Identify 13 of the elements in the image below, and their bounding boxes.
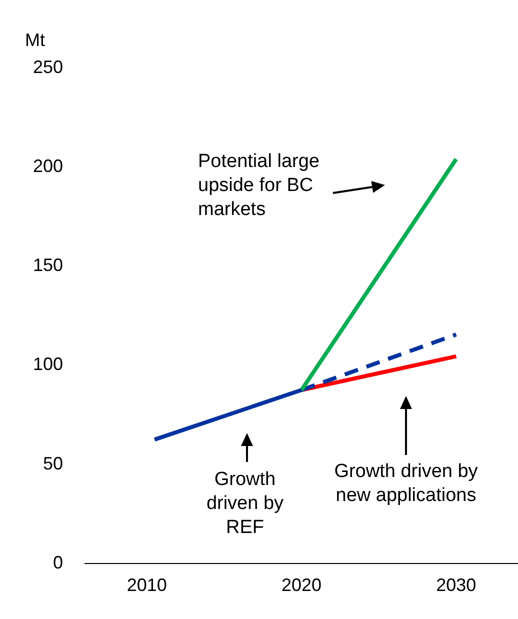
y-tick-label: 50 [42, 453, 63, 474]
annotation: Growth driven by REF [205, 468, 285, 540]
y-tick-label: 200 [32, 156, 63, 176]
y-tick-label: 100 [32, 354, 63, 374]
y-tick-label: 250 [32, 56, 63, 77]
annotation: Growth driven by new applications [333, 460, 479, 508]
x-tick-label: 2010 [126, 575, 167, 596]
y-axis-title: Mt [25, 30, 45, 51]
x-tick-label: 2030 [436, 575, 476, 596]
annotation: Potential large upside for BC markets [198, 150, 320, 222]
y-tick-label: 0 [52, 552, 63, 572]
y-tick-label: 150 [32, 255, 63, 276]
x-tick-label: 2020 [281, 575, 322, 596]
